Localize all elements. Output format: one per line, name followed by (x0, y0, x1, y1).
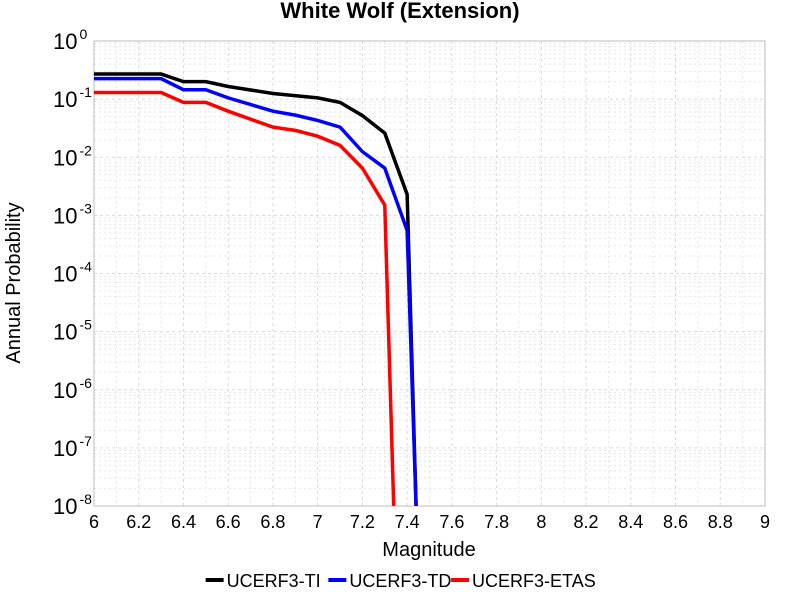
y-tick-label: 10 -7 (53, 433, 92, 461)
series-lines (94, 72, 418, 506)
series-line-ucerf3-ti (94, 72, 418, 506)
x-axis-label: Magnitude (382, 539, 475, 561)
x-tick-label: 6.8 (260, 512, 285, 532)
x-tick-label: 6.6 (216, 512, 241, 532)
y-tick-label: 10 -4 (53, 259, 92, 287)
y-tick-label: 10 0 (53, 26, 87, 54)
x-tick-label: 7.6 (439, 512, 464, 532)
x-tick-label: 6.4 (171, 512, 196, 532)
y-axis-label: Annual Probability (3, 202, 25, 363)
legend-item-ucerf3-etas: UCERF3-ETAS (451, 571, 596, 591)
legend: UCERF3-TI UCERF3-TD UCERF3-ETAS (205, 571, 596, 591)
legend-label: UCERF3-TD (349, 571, 451, 591)
y-tick-label: 10 -6 (53, 375, 92, 403)
legend-item-ucerf3-ti: UCERF3-TI (205, 571, 321, 591)
legend-item-ucerf3-td: UCERF3-TD (328, 571, 451, 591)
x-tick-label: 7 (313, 512, 323, 532)
y-tick-label: 10 -5 (53, 317, 92, 345)
y-tick-label: 10 -2 (53, 142, 92, 170)
y-tick-label: 10 -8 (53, 491, 92, 519)
x-tick-label: 6.2 (126, 512, 151, 532)
x-tick-label: 8.6 (663, 512, 688, 532)
x-tick-label: 7.2 (350, 512, 375, 532)
grid-lines (93, 41, 766, 507)
legend-label: UCERF3-ETAS (472, 571, 596, 591)
y-tick-label: 10 -1 (53, 84, 92, 112)
legend-label: UCERF3-TI (227, 571, 321, 591)
plot-area (93, 40, 766, 507)
x-tick-label: 9 (760, 512, 770, 532)
x-tick-label: 8.2 (574, 512, 599, 532)
x-tick-label: 6 (89, 512, 99, 532)
series-line-ucerf3-etas (94, 90, 396, 506)
series-line-ucerf3-td (94, 76, 418, 506)
x-tick-label: 8 (536, 512, 546, 532)
x-tick-label: 7.4 (395, 512, 420, 532)
y-tick-label: 10 -3 (53, 200, 92, 228)
chart-title: White Wolf (Extension) (280, 0, 519, 23)
x-tick-label: 8.4 (618, 512, 643, 532)
x-tick-label: 8.8 (708, 512, 733, 532)
x-tick-label: 7.8 (484, 512, 509, 532)
x-axis-ticks: 6 6.2 6.4 6.6 6.8 7 7.2 7.4 7.6 7.8 8 8.2 8.4 8.6 8.8 9 (89, 512, 770, 532)
